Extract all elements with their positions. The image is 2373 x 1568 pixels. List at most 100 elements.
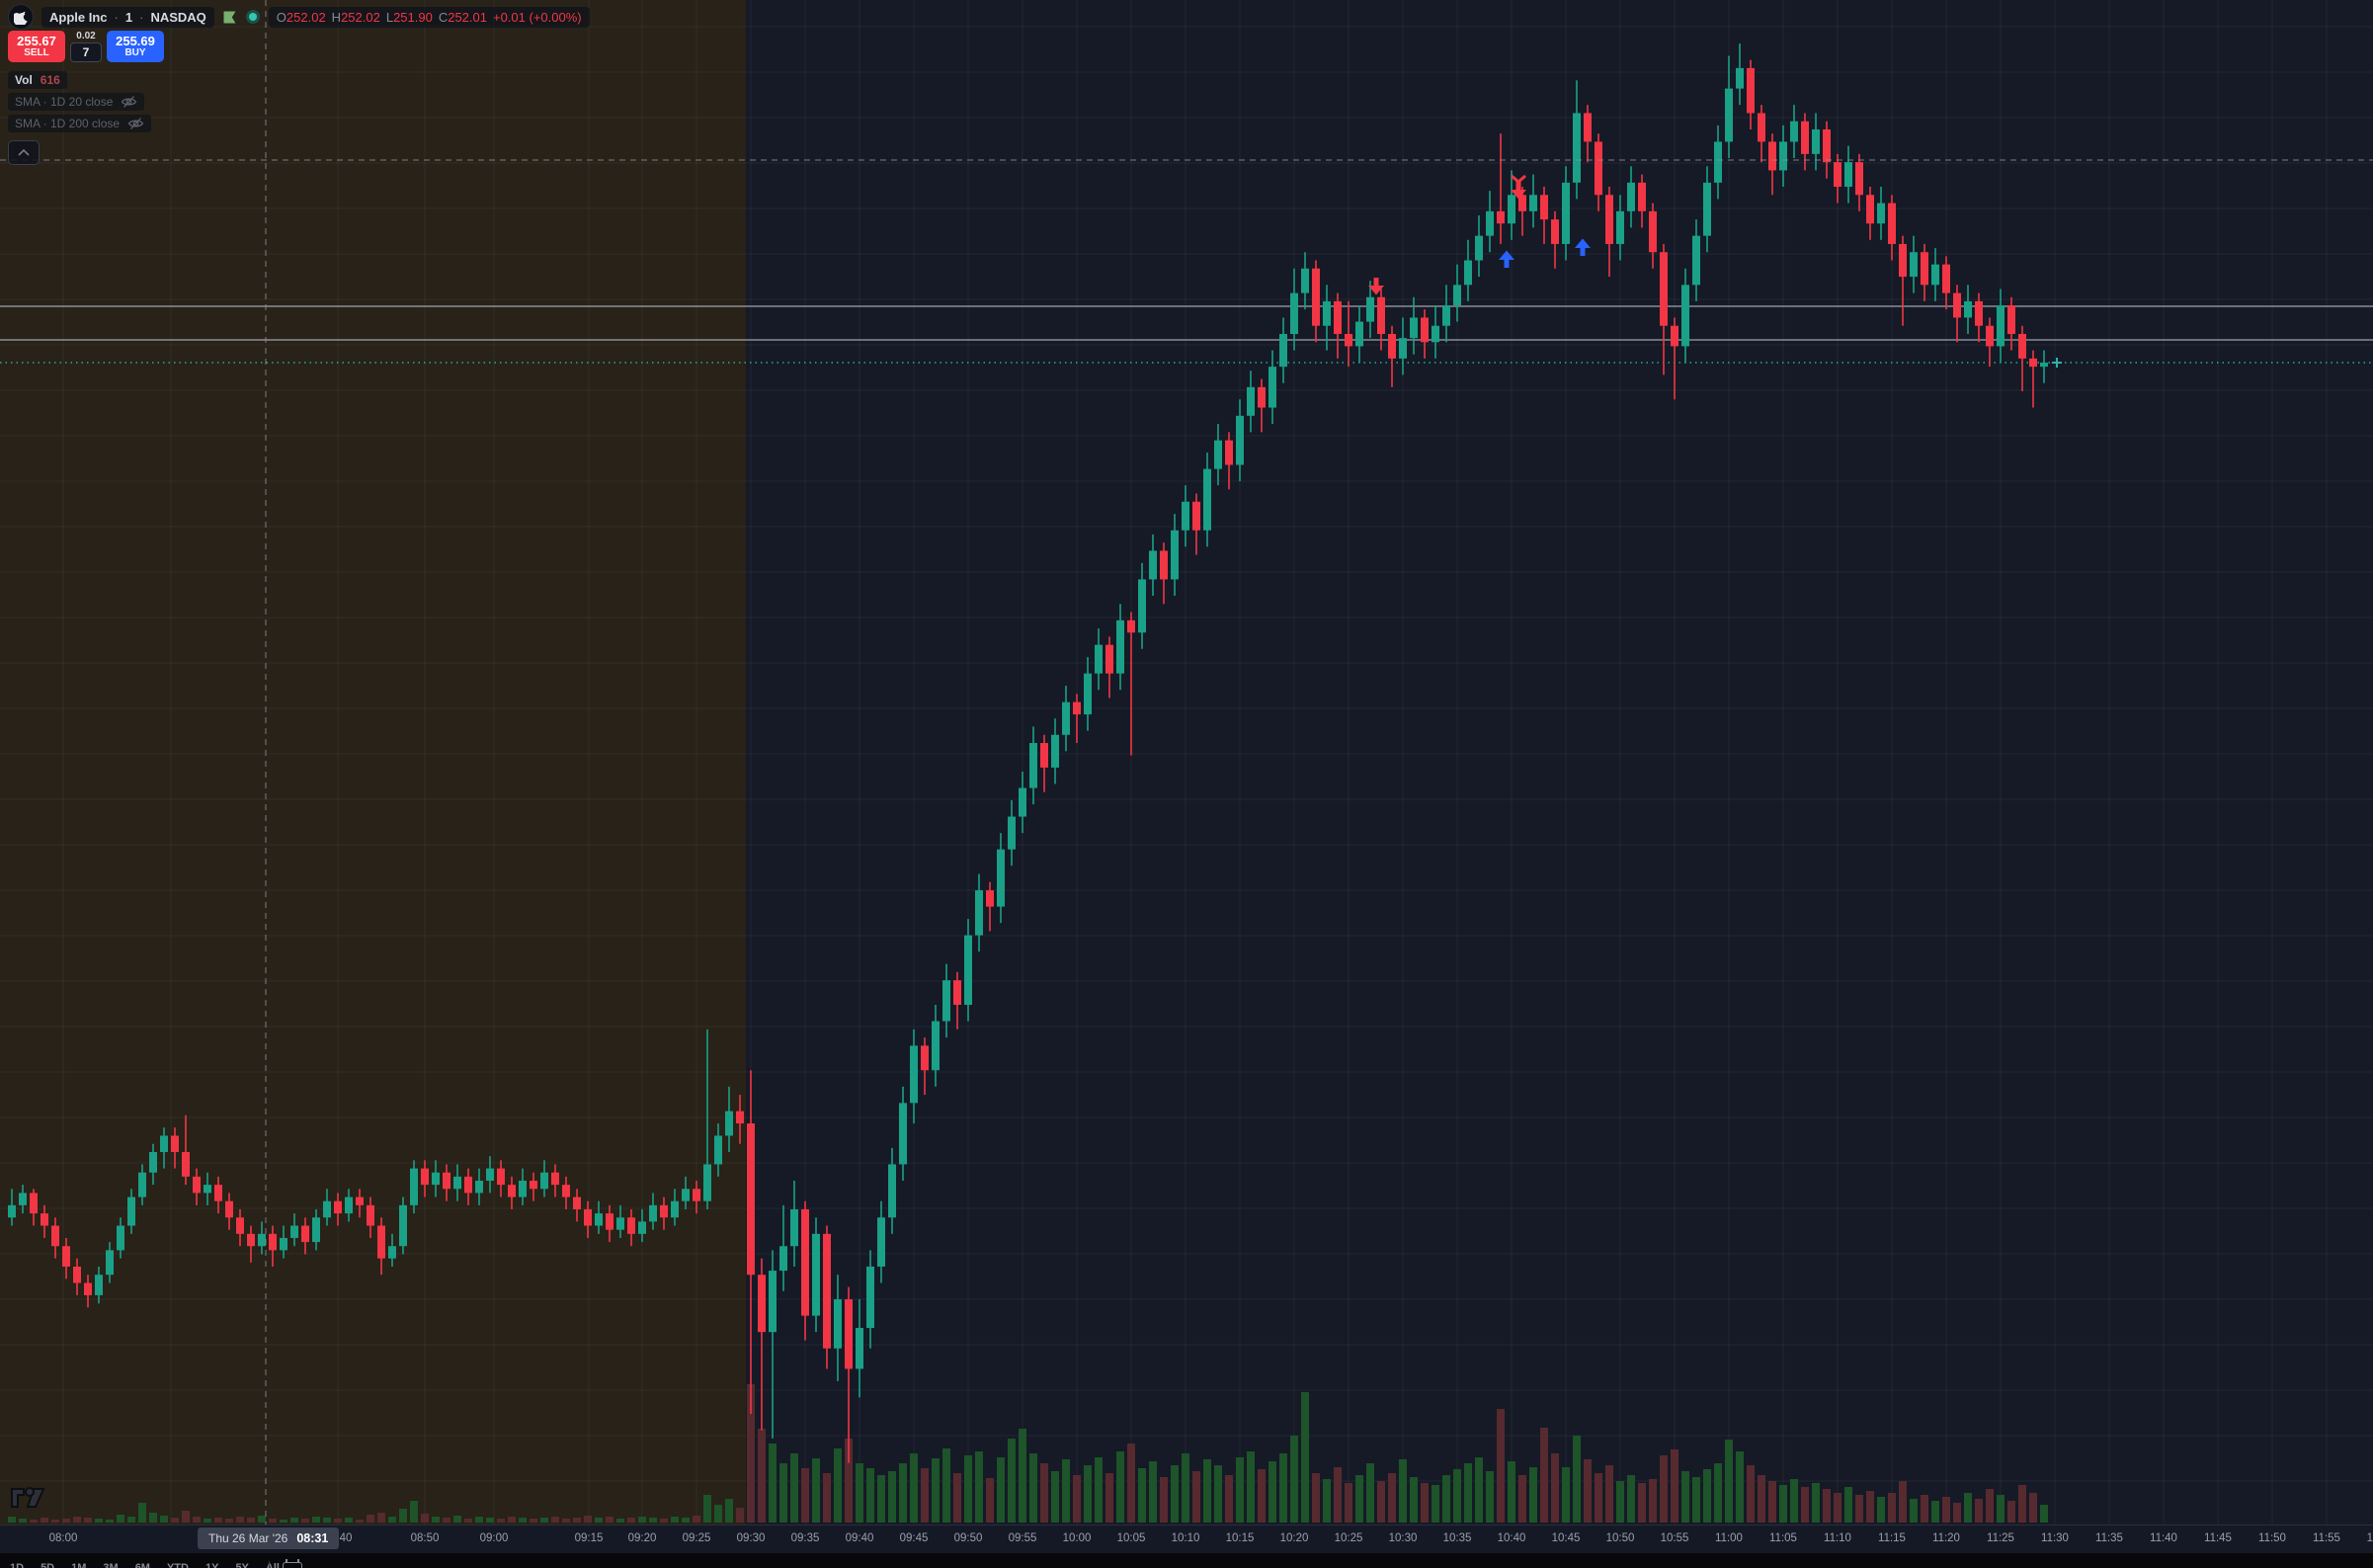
sma20-legend-row[interactable]: SMA · 1D 20 close [8,93,145,111]
volume-bar [345,1518,353,1523]
volume-bar [399,1509,407,1523]
order-panel: 255.67 SELL 0.02 7 255.69 BUY [8,31,164,62]
candle-body [921,1045,929,1071]
volume-bar [2018,1485,2026,1523]
candle-body [551,1172,559,1186]
candle-body [1312,268,1320,326]
candle-body [562,1185,570,1197]
candle-body [845,1299,853,1369]
candle-body [73,1266,81,1283]
time-axis-tick: 10:25 [1334,1532,1363,1544]
volume-bar [1823,1489,1831,1523]
volume-bar [1127,1444,1135,1523]
time-axis-tick: 10:40 [1497,1532,1526,1544]
candle-body [127,1197,135,1226]
range-button-6m[interactable]: 6M [134,1562,150,1568]
candle-body [225,1200,233,1218]
sell-arrow-icon[interactable] [1511,174,1526,184]
volume-bar [2029,1493,2037,1523]
sma200-legend-row[interactable]: SMA · 1D 200 close [8,115,152,132]
buy-arrow-icon[interactable] [1499,250,1514,269]
range-button-ytd[interactable]: YTD [166,1562,189,1568]
candle-body [1834,162,1841,187]
candle-body [714,1135,722,1165]
candle-body [204,1185,211,1194]
volume-bar [1214,1465,1222,1523]
volume-legend-row[interactable]: Vol 616 [8,71,67,89]
volume-bar [769,1444,777,1523]
collapse-legend-button[interactable] [8,140,40,165]
volume-bar [508,1517,516,1523]
candle-body [899,1103,907,1165]
flag-icon[interactable] [222,10,237,25]
volume-bar [8,1517,16,1523]
candle-body [269,1233,277,1251]
eye-off-icon[interactable] [127,117,144,130]
volume-bar [19,1519,27,1523]
time-axis-tick: 11:25 [1987,1532,2014,1544]
volume-bar [1442,1475,1450,1523]
range-button-1y[interactable]: 1Y [205,1562,219,1568]
candle-body [149,1152,157,1173]
candle-body [171,1135,179,1153]
candle-body [1562,182,1570,244]
candle-body [769,1271,777,1333]
buy-button[interactable]: 255.69 BUY [107,31,164,62]
volume-bar [1019,1429,1026,1523]
volume-bar [410,1501,418,1523]
volume-bar [1475,1457,1483,1523]
time-axis-tick: 10:50 [1605,1532,1635,1544]
interval-value[interactable]: 1 [124,9,133,25]
quantity-field[interactable]: 7 [70,42,102,62]
volume-layer [8,1384,2048,1523]
volume-bar [1182,1453,1189,1523]
buy-arrow-icon[interactable] [1575,238,1591,257]
candle-body [388,1246,396,1259]
candle-body [1616,210,1624,244]
symbol-title[interactable]: Apple Inc · 1 · NASDAQ [41,6,214,28]
sell-arrow-icon[interactable] [1368,278,1384,295]
candle-body [1931,264,1939,286]
candle-body [910,1045,918,1104]
range-button-1m[interactable]: 1M [71,1562,87,1568]
go-to-date-icon[interactable] [283,1559,302,1568]
volume-bar [714,1505,722,1523]
apple-logo-icon[interactable] [8,4,34,30]
volume-bar [856,1463,863,1523]
volume-label: Vol [15,73,33,87]
volume-bar [1095,1457,1103,1523]
time-axis-tick: 11:50 [2258,1532,2286,1544]
volume-bar [1421,1483,1429,1523]
volume-bar [1888,1493,1896,1523]
candle-body [1051,734,1059,768]
volume-bar [1747,1465,1755,1523]
range-button-5y[interactable]: 5Y [235,1562,249,1568]
volume-bar [1160,1477,1168,1523]
sell-button[interactable]: 255.67 SELL [8,31,65,62]
eye-off-icon[interactable] [121,95,137,109]
candle-body [1823,129,1831,163]
sell-arrow-icon[interactable] [1511,182,1526,200]
tradingview-logo[interactable] [10,1485,45,1516]
range-button-5d[interactable]: 5D [41,1562,55,1568]
candle-body [649,1204,657,1222]
volume-bar [1997,1495,2005,1523]
time-axis-tick: 09:55 [1008,1532,1037,1544]
candle-body [312,1217,320,1243]
range-button-3m[interactable]: 3M [103,1562,119,1568]
candle-body [1518,195,1526,211]
range-button-1d[interactable]: 1D [10,1562,25,1568]
market-status-icon[interactable] [245,9,261,25]
candle-body [1008,816,1016,850]
candle-body [1921,252,1928,286]
time-axis[interactable]: Thu 26 Mar '26 08:31 08:0008:4008:5009:0… [0,1525,2373,1554]
candle-body [1540,195,1548,220]
volume-bar [519,1518,527,1523]
separator: · [139,9,144,25]
volume-bar [1595,1473,1602,1523]
range-button-all[interactable]: All [265,1562,280,1568]
open-label: O [276,9,286,25]
volume-bar [160,1516,168,1523]
